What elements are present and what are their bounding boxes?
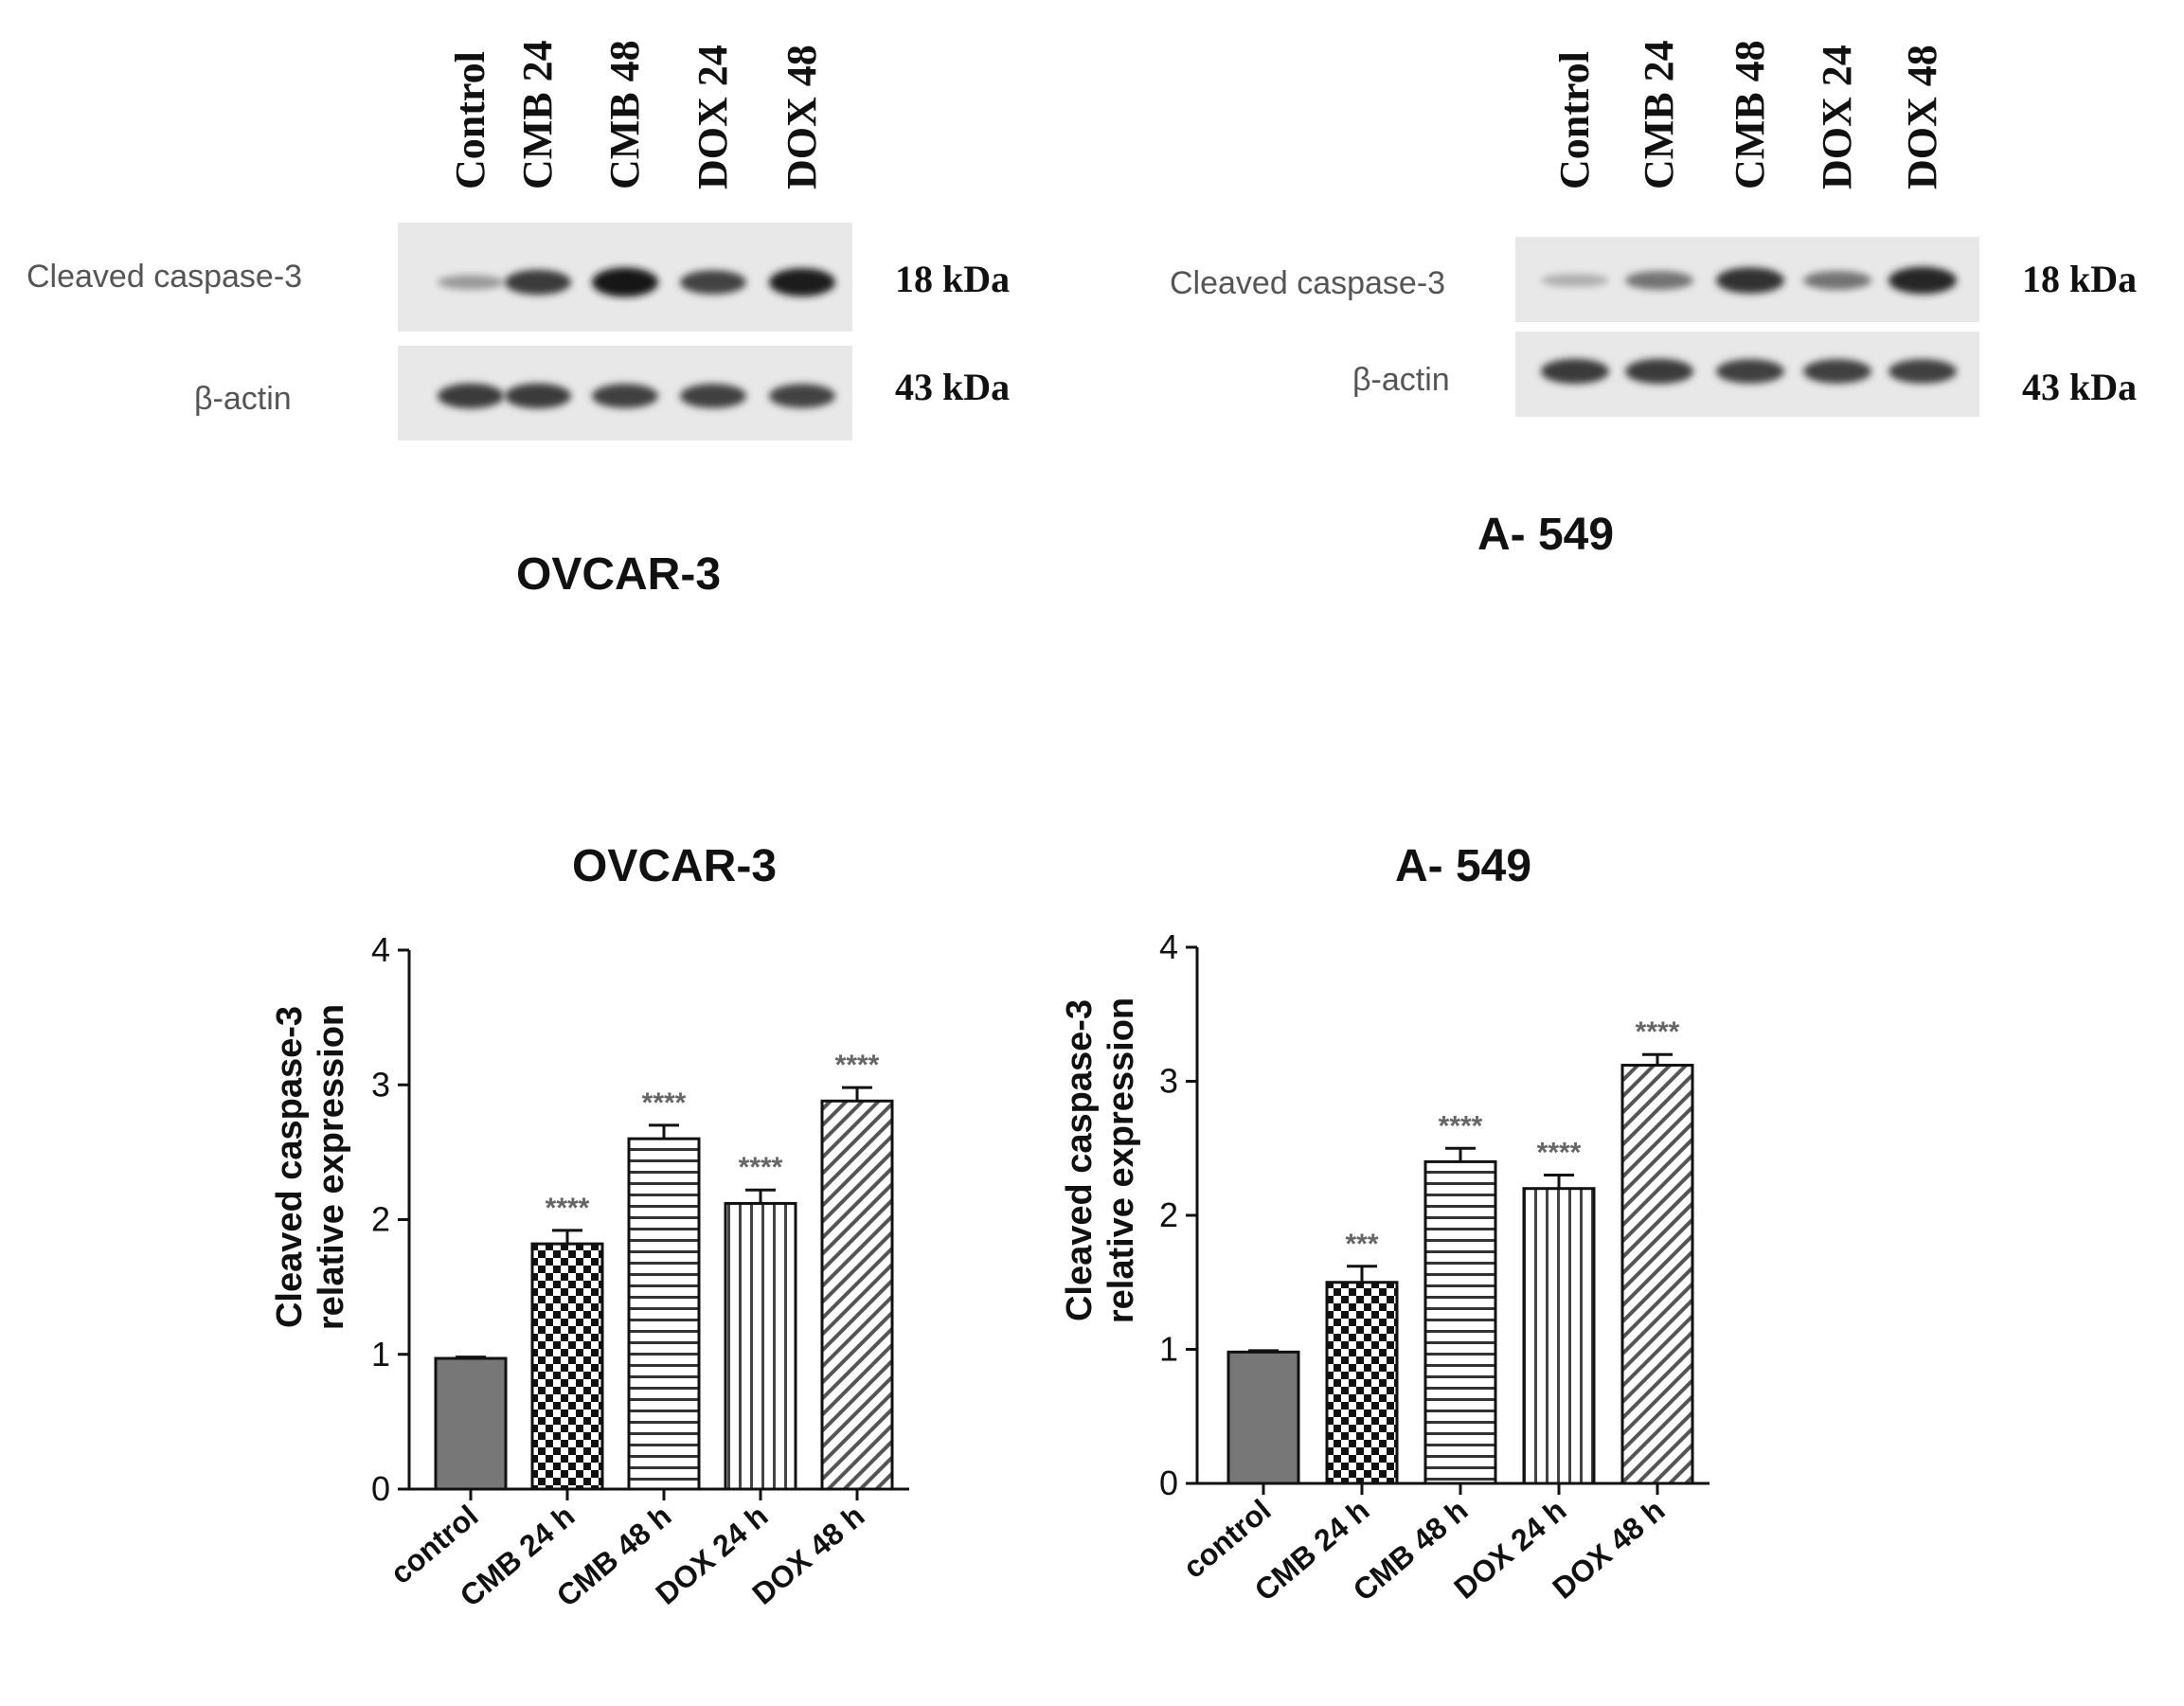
significance-label: **** — [1636, 1016, 1680, 1048]
y-tick-label: 2 — [371, 1200, 390, 1239]
significance-label: **** — [1537, 1138, 1582, 1169]
bar — [820, 1099, 894, 1491]
blot-bands — [1541, 266, 1957, 385]
bar — [724, 1201, 797, 1491]
y-tick-label: 4 — [371, 930, 390, 969]
blot-band — [769, 384, 835, 408]
y-tick-label: 1 — [1159, 1330, 1178, 1369]
blot-bands — [438, 267, 835, 409]
y-tick-label: 0 — [1159, 1464, 1178, 1502]
blot-band — [1889, 266, 1957, 295]
protein-label-actin: β-actin — [1352, 362, 1450, 398]
bar — [1620, 1064, 1694, 1485]
bar-chart-a549: A- 549 Cleaved caspase-3 relative expres… — [1060, 841, 1710, 1607]
blot-band — [438, 275, 504, 290]
y-axis-label: Cleaved caspase-3 relative expression — [1060, 997, 1141, 1323]
lane-label: DOX 24 — [1814, 45, 1860, 189]
blot-band — [1541, 358, 1609, 385]
blot-band — [769, 268, 835, 296]
kda-label-caspase: 18 kDa — [2022, 258, 2137, 300]
blot-band — [680, 270, 746, 295]
significance-label: **** — [1439, 1110, 1483, 1141]
blot-lane-labels: Control CMB 24 CMB 48 DOX 24 DOX 48 — [447, 40, 825, 189]
protein-label-caspase: Cleaved caspase-3 — [1170, 265, 1445, 301]
lane-label: CMB 48 — [601, 40, 648, 189]
chart-title: OVCAR-3 — [572, 841, 777, 891]
kda-label-caspase: 18 kDa — [895, 258, 1010, 300]
significance-label: **** — [835, 1050, 880, 1081]
blot-band — [1803, 359, 1871, 384]
lane-label: CMB 24 — [1636, 40, 1682, 189]
blot-lane-labels: Control CMB 24 CMB 48 DOX 24 DOX 48 — [1551, 40, 1945, 189]
lane-label: CMB 24 — [514, 40, 561, 189]
y-axis-label-line-1: Cleaved caspase-3 — [1060, 999, 1100, 1321]
bar-chart-ovcar3: OVCAR-3 Cleaved caspase-3 relative expre… — [270, 841, 909, 1613]
y-tick-label: 1 — [371, 1335, 390, 1374]
y-tick-label: 4 — [1159, 927, 1178, 966]
lane-label: DOX 48 — [779, 45, 825, 189]
blot-band — [1625, 358, 1693, 385]
blot-band — [592, 267, 658, 297]
y-tick-label: 3 — [1159, 1062, 1178, 1101]
protein-label-caspase: Cleaved caspase-3 — [27, 259, 302, 295]
y-tick-label: 2 — [1159, 1195, 1178, 1234]
kda-label-actin: 43 kDa — [2022, 366, 2137, 408]
bar — [627, 1137, 701, 1491]
western-blot-ovcar3: Control CMB 24 CMB 48 DOX 24 DOX 48 Cleaved … — [27, 40, 1010, 600]
blot-band — [1716, 267, 1784, 294]
blot-band — [438, 383, 504, 409]
lane-label: CMB 48 — [1727, 40, 1773, 189]
blot-band — [1716, 359, 1784, 384]
y-tick-label: 3 — [371, 1065, 390, 1104]
blot-band — [1803, 271, 1871, 290]
blot-band — [680, 384, 746, 408]
bar — [1226, 1350, 1300, 1485]
bar — [1423, 1159, 1497, 1485]
protein-label-actin: β-actin — [194, 381, 292, 417]
y-axis-label-line-1: Cleaved caspase-3 — [270, 1006, 310, 1328]
bar — [1325, 1281, 1399, 1485]
chart-title: A- 549 — [1395, 841, 1531, 891]
bar — [530, 1242, 604, 1491]
significance-label: **** — [739, 1152, 783, 1183]
bar — [1522, 1187, 1596, 1485]
lane-label: Control — [1551, 51, 1598, 189]
y-axis-label: Cleaved caspase-3 relative expression — [270, 1004, 351, 1330]
blot-band — [1541, 274, 1609, 287]
blot-band — [1889, 359, 1957, 384]
lane-label: DOX 48 — [1899, 45, 1945, 189]
kda-label-actin: 43 kDa — [895, 366, 1010, 408]
significance-label: *** — [1345, 1229, 1378, 1260]
blot-cell-line-label: A- 549 — [1477, 510, 1614, 560]
blot-band — [505, 383, 571, 409]
blot-band — [592, 384, 658, 408]
significance-label: **** — [642, 1087, 687, 1119]
lane-label: DOX 24 — [689, 45, 736, 189]
y-tick-label: 0 — [371, 1469, 390, 1508]
y-axis-label-line-2: relative expression — [1101, 997, 1141, 1323]
western-blot-a549: Control CMB 24 CMB 48 DOX 24 DOX 48 Cleaved … — [1170, 40, 2137, 560]
y-axis-label-line-2: relative expression — [312, 1004, 351, 1330]
blot-band — [505, 269, 571, 296]
bar — [434, 1356, 508, 1491]
significance-label: **** — [546, 1193, 590, 1224]
lane-label: Control — [447, 51, 493, 189]
blot-cell-line-label: OVCAR-3 — [516, 549, 721, 600]
blot-band — [1625, 271, 1693, 290]
